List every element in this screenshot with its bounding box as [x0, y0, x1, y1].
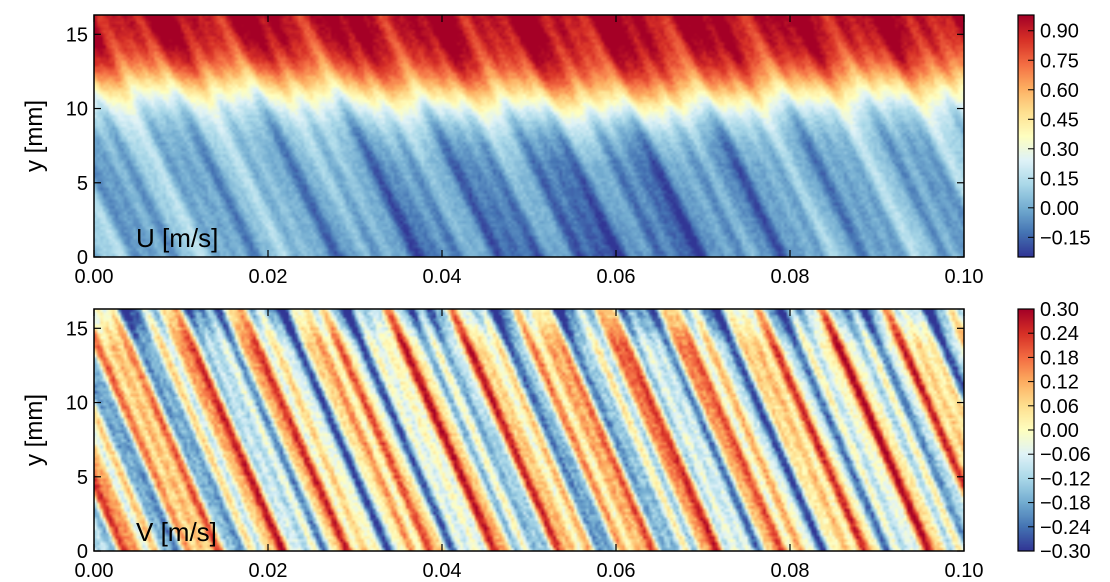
- v-plot-frame: [93, 308, 965, 552]
- u-colorbar-frame: [1017, 14, 1035, 258]
- v-colorbar-tick-label: 0.24: [1040, 323, 1079, 345]
- u-heatmap: [94, 15, 964, 257]
- u-x-tick-label: 0.02: [249, 266, 288, 288]
- v-colorbar-tick-label: −0.24: [1040, 517, 1091, 539]
- u-x-tick-label: 0.00: [75, 266, 114, 288]
- v-y-tick-label: 15: [66, 318, 88, 340]
- u-x-tick-label: 0.10: [945, 266, 984, 288]
- u-y-tick-label: 15: [66, 24, 88, 46]
- u-y-tick-label: 0: [77, 247, 88, 269]
- v-x-tick-label: 0.10: [945, 560, 984, 582]
- u-panel: 0.00 0.02 0.04 0.06 0.08 0.10 0 5 10 15 y [mm] U…: [21, 14, 1091, 288]
- v-colorbar-tick-label: −0.18: [1040, 493, 1091, 515]
- u-colorbar-tick-label: −0.15: [1040, 227, 1091, 249]
- v-colorbar-tick-label: 0.12: [1040, 372, 1079, 394]
- v-colorbar-tick-label: 0.00: [1040, 420, 1079, 442]
- u-colorbar-tick-label: 0.30: [1040, 139, 1079, 161]
- u-y-tick-label: 5: [77, 173, 88, 195]
- u-colorbar-tick-label: 0.45: [1040, 109, 1079, 131]
- u-y-tick-label: 10: [66, 99, 88, 121]
- v-colorbar-tick-label: −0.30: [1040, 541, 1091, 563]
- v-colorbar-tick-label: 0.18: [1040, 347, 1079, 369]
- v-x-tick-label: 0.04: [423, 560, 462, 582]
- u-plot-frame: [93, 14, 965, 258]
- v-colorbar-gradient: [1018, 309, 1034, 551]
- v-colorbar-tick-label: 0.30: [1040, 299, 1079, 321]
- v-colorbar-tick-label: −0.06: [1040, 444, 1091, 466]
- u-colorbar-tick-label: 0.00: [1040, 198, 1079, 220]
- v-y-axis-label: y [mm]: [21, 394, 48, 466]
- u-colorbar-tick-label: 0.75: [1040, 50, 1079, 72]
- v-x-tick-label: 0.02: [249, 560, 288, 582]
- v-panel: 0.00 0.02 0.04 0.06 0.08 0.10 0 5 10 15 y [mm] V…: [21, 299, 1091, 582]
- v-colorbar-ticks: 0.300.240.180.120.060.00−0.06−0.12−0.18−…: [1028, 299, 1091, 563]
- u-x-tick-label: 0.06: [597, 266, 636, 288]
- u-x-tick-label: 0.08: [771, 266, 810, 288]
- u-colorbar-tick-label: 0.60: [1040, 80, 1079, 102]
- v-x-ticks: 0.00 0.02 0.04 0.06 0.08 0.10: [75, 309, 984, 582]
- u-y-axis-label: y [mm]: [21, 100, 48, 172]
- u-colorbar-tick-label: 0.90: [1040, 21, 1079, 43]
- v-panel-label: V [m/s]: [136, 517, 217, 547]
- v-y-tick-label: 10: [66, 393, 88, 415]
- v-y-ticks: 0 5 10 15: [66, 318, 964, 563]
- v-x-tick-label: 0.06: [597, 560, 636, 582]
- u-x-tick-label: 0.04: [423, 266, 462, 288]
- u-colorbar-ticks: 0.90 0.75 0.60 0.45 0.30 0.15 0.00 −0.15: [1028, 21, 1091, 249]
- v-y-tick-label: 5: [77, 467, 88, 489]
- u-y-ticks: 0 5 10 15: [66, 24, 964, 269]
- u-panel-label: U [m/s]: [136, 223, 218, 253]
- v-x-tick-label: 0.00: [75, 560, 114, 582]
- v-colorbar-tick-label: 0.06: [1040, 396, 1079, 418]
- u-x-ticks: 0.00 0.02 0.04 0.06 0.08 0.10: [75, 15, 984, 288]
- v-x-tick-label: 0.08: [771, 560, 810, 582]
- u-colorbar-tick-label: 0.15: [1040, 168, 1079, 190]
- v-y-tick-label: 0: [77, 541, 88, 563]
- u-colorbar-gradient: [1018, 15, 1034, 257]
- v-colorbar-tick-label: −0.12: [1040, 468, 1091, 490]
- v-heatmap: [94, 309, 964, 551]
